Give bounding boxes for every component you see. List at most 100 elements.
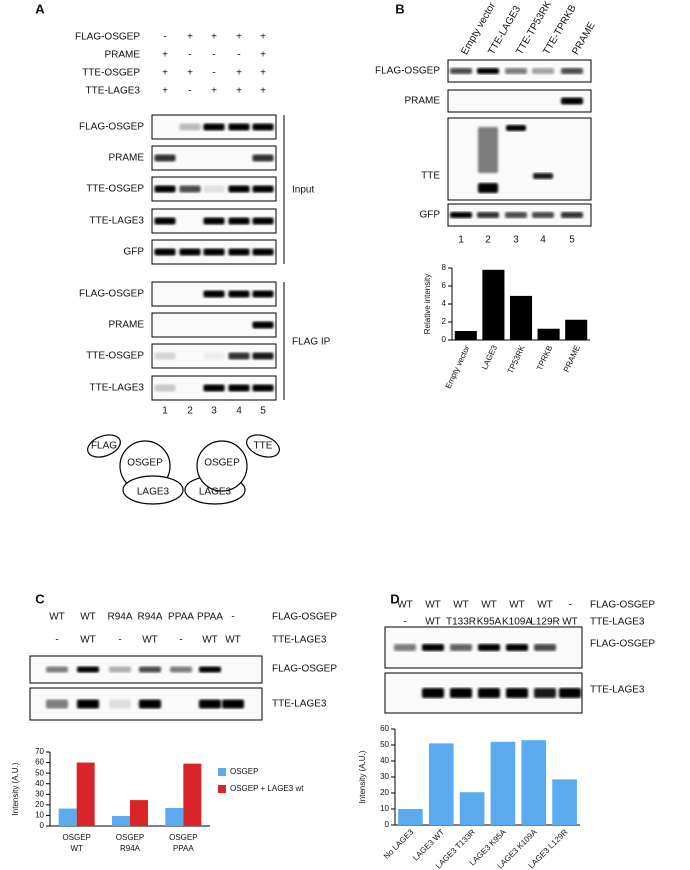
band [534, 688, 556, 698]
condition-value: WT [397, 600, 413, 611]
condition-value: - [179, 635, 182, 646]
y-tick-label: 30 [35, 789, 44, 798]
band [228, 384, 250, 392]
bar [183, 763, 202, 826]
bar [58, 808, 77, 826]
condition-value: WT [537, 600, 553, 611]
band [477, 212, 499, 218]
band [228, 123, 250, 131]
y-tick-label: 2 [442, 317, 447, 326]
condition-value: WT [509, 600, 525, 611]
group-label: FLAG IP [292, 337, 331, 348]
y-axis-label: Relative intensity [423, 274, 432, 334]
band [478, 183, 498, 193]
condition-sign: + [260, 86, 266, 97]
band [252, 248, 274, 256]
band [561, 68, 583, 74]
band [154, 248, 176, 256]
y-tick-label: 10 [380, 804, 389, 813]
condition-label: FLAG-OSGEP [272, 612, 337, 623]
y-axis-label: Intensity (A.U.) [358, 750, 367, 803]
blot-label: TTE-LAGE3 [590, 685, 645, 696]
lane-number: 5 [260, 406, 266, 417]
y-tick-label: 0 [442, 335, 447, 344]
condition-sign: - [188, 50, 191, 61]
x-tick-label: PRAME [562, 344, 582, 374]
band [203, 290, 225, 298]
condition-value: T133R [446, 617, 476, 628]
legend-swatch [218, 785, 226, 793]
lane-number: 2 [485, 235, 491, 246]
band [477, 68, 499, 74]
y-tick-label: 40 [380, 756, 389, 765]
blot-label: TTE [421, 171, 440, 182]
lane-number: 4 [236, 406, 242, 417]
blot-label: FLAG-OSGEP [272, 664, 337, 675]
condition-sign: + [236, 86, 242, 97]
band [203, 248, 225, 256]
diagram-shape [196, 440, 248, 492]
y-axis-label: Intensity (A.U.) [11, 762, 20, 815]
band [203, 384, 225, 392]
condition-sign: + [260, 32, 266, 43]
condition-sign: + [260, 50, 266, 61]
bar [459, 792, 485, 825]
bar [165, 808, 184, 826]
condition-label: TTE-LAGE3 [590, 617, 645, 628]
band [506, 688, 528, 698]
y-tick-label: 50 [380, 740, 389, 749]
y-tick-label: 10 [35, 811, 44, 820]
band [478, 688, 500, 698]
condition-sign: + [211, 86, 217, 97]
x-tick-label: TP53RK [506, 343, 527, 375]
bar [482, 269, 505, 340]
blot-box [447, 117, 592, 201]
bar [76, 762, 95, 826]
lane-number: 3 [513, 235, 519, 246]
x-tick-label: TPRKB [535, 344, 554, 372]
blot-label: FLAG-OSGEP [590, 639, 655, 650]
band [394, 644, 416, 651]
band [154, 154, 176, 162]
x-tick-label: OSGEP [116, 833, 144, 842]
bar [552, 779, 577, 825]
blot-label: FLAG-OSGEP [79, 122, 144, 133]
blot-label: TTE-OSGEP [86, 184, 144, 195]
condition-value: R94A [137, 612, 162, 623]
condition-sign: + [162, 86, 168, 97]
condition-sign: - [237, 50, 240, 61]
condition-value: WT [80, 612, 96, 623]
condition-value: PPAA [168, 612, 194, 623]
condition-value: K95A [477, 617, 502, 628]
band [228, 217, 250, 225]
band [422, 688, 444, 698]
diagram-shape [122, 475, 184, 505]
y-tick-label: 50 [35, 768, 44, 777]
band [154, 217, 176, 225]
panel-label: C [35, 591, 45, 606]
band [561, 97, 583, 105]
band [222, 699, 244, 709]
bar [428, 743, 454, 825]
blot-label: PRAME [404, 96, 440, 107]
band [422, 644, 444, 651]
band [532, 68, 554, 74]
bar [509, 295, 533, 340]
condition-sign: + [236, 68, 242, 79]
y-tick-label: 60 [380, 724, 389, 733]
lane-number: 1 [162, 406, 168, 417]
condition-sign: + [162, 50, 168, 61]
condition-sign: + [236, 32, 242, 43]
diagram-label: TTE [254, 441, 273, 452]
condition-sign: - [212, 68, 215, 79]
condition-value: WT [142, 635, 158, 646]
band [46, 699, 68, 709]
band [252, 290, 274, 298]
band [154, 185, 176, 193]
diagram-label: FLAG [91, 441, 117, 452]
band [228, 185, 250, 193]
bar [130, 800, 148, 826]
condition-label: TTE-OSGEP [82, 68, 140, 79]
condition-label: TTE-LAGE3 [272, 635, 327, 646]
condition-value: - [568, 600, 571, 611]
